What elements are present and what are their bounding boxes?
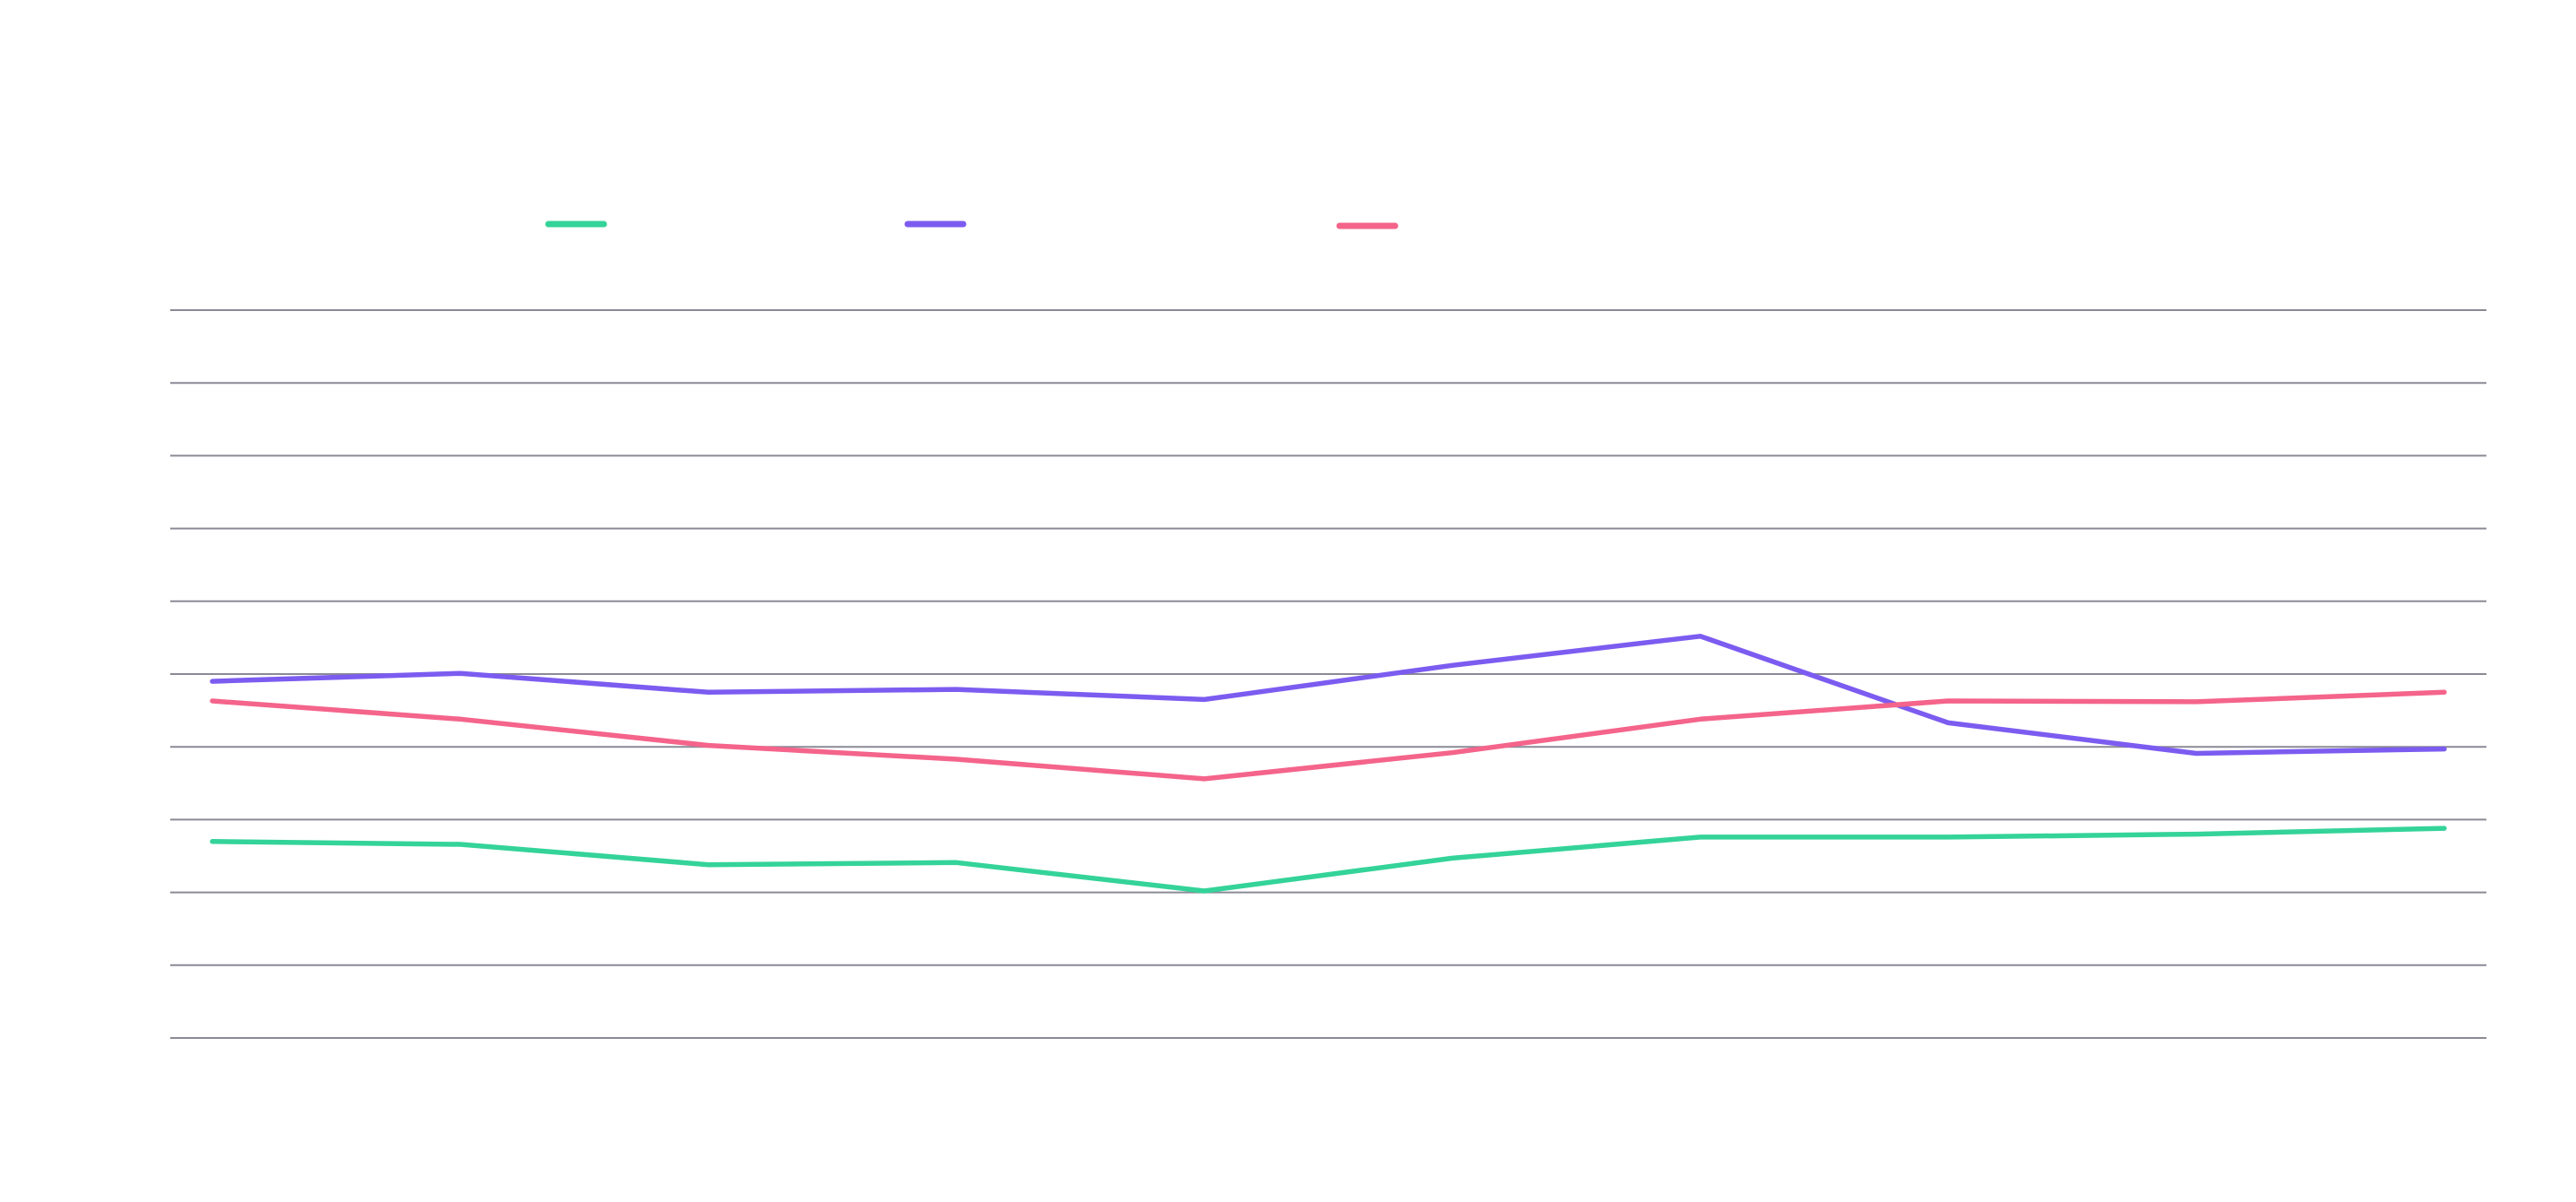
- legend: [545, 221, 1399, 229]
- series-line-2: [210, 634, 2447, 757]
- series-line-1: [210, 826, 2447, 894]
- series-line-3: [210, 689, 2447, 782]
- y-gridlines: [170, 309, 2486, 1039]
- series-lines: [210, 634, 2447, 894]
